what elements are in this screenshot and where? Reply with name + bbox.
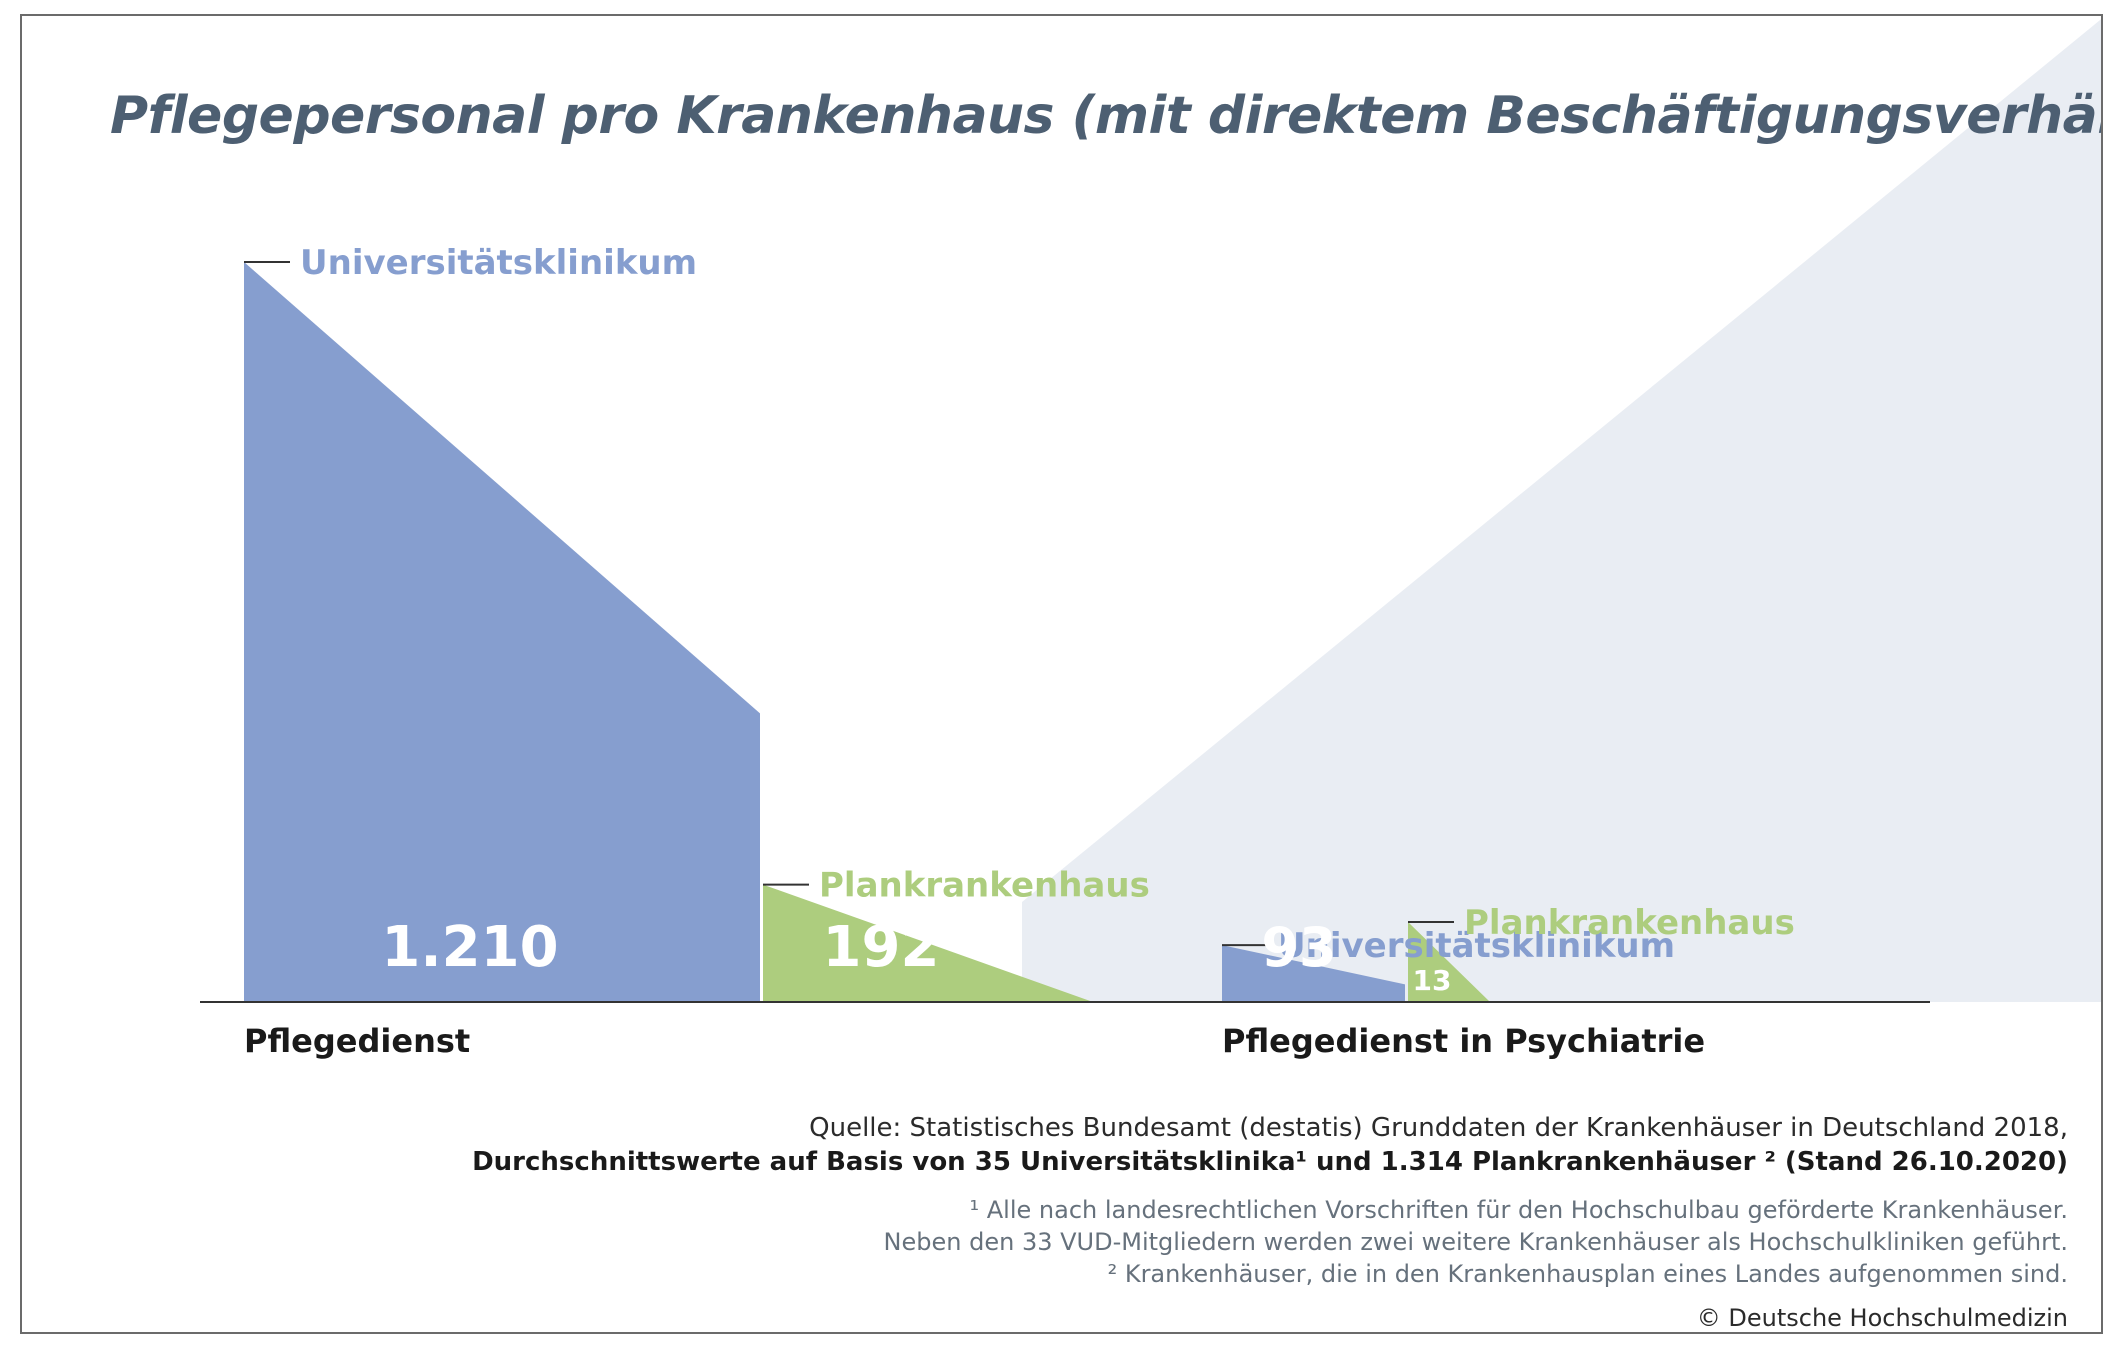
value-label-plan-1: 192	[823, 915, 940, 980]
value-label-plan-2: 13	[1413, 964, 1452, 997]
series-label-plan-2: Plankrankenhaus	[1464, 903, 1795, 943]
bar-universitaetsklinikum-1	[244, 262, 760, 1002]
series-label-plan-1: Plankrankenhaus	[819, 866, 1150, 906]
series-label-uni-2: Universitätsklinikum	[1278, 926, 1675, 966]
chart-frame: Universitätsklinikum Plankrankenhaus 1.210…	[20, 14, 2103, 1334]
footnote-2: Neben den 33 VUD-Mitgliedern werden zwei…	[883, 1228, 2068, 1256]
footnote-1: ¹ Alle nach landesrechtlichen Vorschrift…	[969, 1196, 2069, 1224]
bar-plankrankenhaus-1	[763, 884, 1093, 1002]
chart-title: Pflegepersonal pro Krankenhaus (mit dire…	[110, 86, 2103, 146]
source-line-2: Durchschnittswerte auf Basis von 35 Univ…	[472, 1147, 2068, 1177]
value-label-uni-1: 1.210	[381, 915, 558, 980]
source-line-1: Quelle: Statistisches Bundesamt (destati…	[809, 1113, 2068, 1143]
value-label-uni-2: 93	[1261, 916, 1336, 979]
series-label-uni-1: Universitätsklinikum	[300, 243, 697, 283]
category-label-2: Pflegedienst in Psychiatrie	[1222, 1022, 1705, 1060]
chart-canvas: UniversitätsklinikumPlankrankenhaus1.210…	[200, 19, 2101, 1060]
category-label-1: Pflegedienst	[244, 1022, 470, 1060]
bar-plankrankenhaus-2	[1408, 922, 1490, 1002]
footnote-3: ² Krankenhäuser, die in den Krankenhausp…	[1107, 1260, 2068, 1288]
copyright: © Deutsche Hochschulmedizin	[1696, 1304, 2068, 1332]
background-triangle	[1022, 19, 2101, 1002]
bar-universitaetsklinikum-2	[1222, 945, 1405, 1002]
